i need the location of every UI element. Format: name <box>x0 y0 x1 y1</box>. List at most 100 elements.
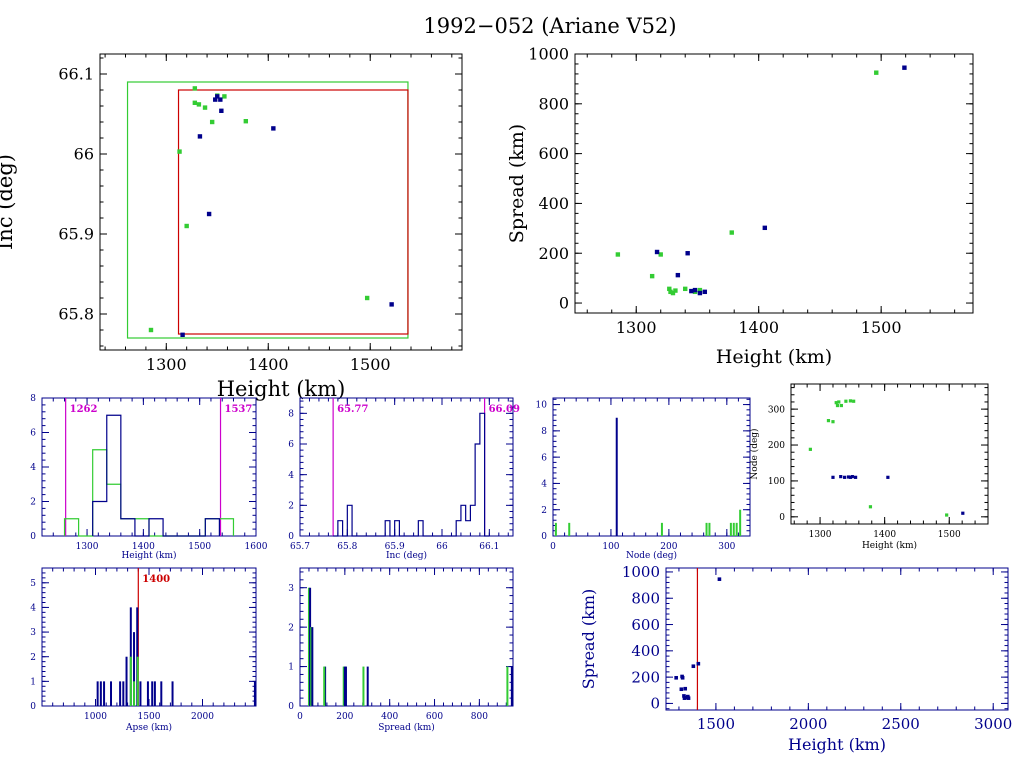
green-point <box>184 223 189 229</box>
y-tick-label: 200 <box>538 244 569 263</box>
green-point <box>668 289 673 295</box>
x-tick-label: 600 <box>426 712 443 722</box>
y-tick-label: 1 <box>30 678 36 688</box>
green-point <box>697 287 703 293</box>
y-tick-label: 8 <box>288 409 294 419</box>
x-tick-label: 800 <box>471 712 488 722</box>
blue-point <box>218 97 223 102</box>
blue-point <box>213 97 218 102</box>
y-tick-label: 0 <box>288 702 294 712</box>
x-axis-label: Height (km) <box>716 346 832 368</box>
blue-point <box>674 675 678 680</box>
plot-frame <box>790 383 989 525</box>
blue-histogram-series <box>92 414 220 537</box>
green-point <box>670 290 676 296</box>
x-tick-label: 300 <box>718 542 735 552</box>
plot-frame <box>299 397 514 537</box>
green-point <box>729 230 734 235</box>
y-tick-label: 0 <box>30 532 36 542</box>
green-point <box>945 513 949 517</box>
y-tick-label: 400 <box>631 642 660 660</box>
x-tick-label: 1500 <box>861 318 902 337</box>
x-tick-label: 65.7 <box>290 542 310 552</box>
green-point <box>649 273 655 279</box>
y-tick-label: 5 <box>30 579 36 589</box>
blue-point <box>682 694 686 698</box>
x-tick-label: 1600 <box>245 542 268 552</box>
y-tick-label: 2 <box>288 623 294 633</box>
blue-point <box>389 302 394 307</box>
x-tick-label: 1500 <box>138 712 161 722</box>
green-point <box>844 399 848 403</box>
green-point <box>196 102 202 107</box>
spread-vs-height-wide-chart: 1500 2000 2500 3000 0 200 400 600 800 1000 Height … <box>579 563 1012 754</box>
blue-point <box>680 675 685 680</box>
y-tick-label: 600 <box>538 144 569 163</box>
green-point <box>683 286 688 292</box>
y-tick-label: 0 <box>559 294 569 313</box>
green-point <box>192 100 198 105</box>
blue-point <box>197 134 203 139</box>
x-tick-label: 65.8 <box>337 542 357 552</box>
blue-point <box>843 475 847 479</box>
y-tick-label: 10 <box>536 401 548 411</box>
x-tick-label: 0 <box>297 712 303 722</box>
x-tick-label: 1500 <box>938 530 961 540</box>
blue-point <box>696 661 701 666</box>
apse-histogram: 1000 1500 2000 0 1 2 3 4 5 Apse (km) 1400 <box>30 567 257 733</box>
blue-point <box>886 475 890 479</box>
blue-point <box>675 272 681 278</box>
y-tick-label: 300 <box>768 405 785 415</box>
y-tick-label: 800 <box>538 94 569 113</box>
blue-point <box>762 225 768 231</box>
y-tick-label: 4 <box>541 480 547 490</box>
blue-point <box>850 475 854 479</box>
x-axis-label: Height (km) <box>788 735 886 754</box>
blue-point <box>206 211 212 217</box>
inc-histogram: 65.7 65.8 65.9 66 66.1 0 2 4 6 8 Inc (deg) 65.77 66.… <box>288 397 520 561</box>
x-tick-label: 1300 <box>76 542 99 552</box>
inc-vs-height-chart: 1300 1400 1500 65.8 65.9 66 66.1 Height (km) Inc… <box>0 53 463 401</box>
green-point <box>209 119 215 125</box>
spread-histogram: 0 200 400 600 800 0 1 2 3 Spread (km) <box>288 567 514 733</box>
blue-point <box>180 332 185 337</box>
blue-point <box>683 686 688 691</box>
spread-vs-height-chart: 1300 1400 1500 0 200 400 600 800 1000 Height (km)… <box>506 45 974 368</box>
y-axis-label: Spread (km) <box>579 589 598 690</box>
green-point <box>852 399 856 403</box>
blue-point <box>702 289 708 295</box>
x-tick-label: 1400 <box>132 542 155 552</box>
green-point <box>667 286 672 292</box>
x-tick-label: 65.9 <box>385 542 405 552</box>
red-box <box>177 89 409 335</box>
green-point <box>222 94 227 99</box>
blue-histogram-series <box>333 412 490 537</box>
green-point <box>834 401 838 405</box>
y-tick-label: 200 <box>631 668 660 686</box>
y-tick-label: 66 <box>74 145 94 164</box>
y-tick-label: 3 <box>30 628 36 638</box>
y-axis-label: Spread (km) <box>506 124 528 243</box>
blue-point <box>717 577 722 581</box>
marker-line-label: 66.09 <box>489 404 520 415</box>
height-histogram: 1300 1400 1500 1600 0 2 4 6 8 Height (km) 1262 1537 <box>30 394 268 561</box>
x-tick-label: 0 <box>550 542 556 552</box>
x-tick-label: 1500 <box>697 715 735 733</box>
green-point <box>826 419 831 423</box>
blue-point <box>853 475 858 479</box>
blue-point <box>679 687 684 692</box>
green-point <box>837 400 841 404</box>
blue-point <box>685 251 690 256</box>
y-tick-label: 2 <box>30 653 36 663</box>
green-point <box>177 149 182 154</box>
y-tick-label: 6 <box>30 429 36 439</box>
green-point <box>658 252 663 257</box>
y-tick-label: 8 <box>30 394 36 404</box>
y-tick-label: 600 <box>631 616 660 634</box>
blue-point <box>902 65 907 70</box>
blue-point <box>686 696 691 700</box>
plot-frame <box>574 53 974 314</box>
x-axis-label: Height (km) <box>217 377 346 401</box>
green-point <box>839 403 843 408</box>
y-tick-label: 6 <box>541 453 547 463</box>
